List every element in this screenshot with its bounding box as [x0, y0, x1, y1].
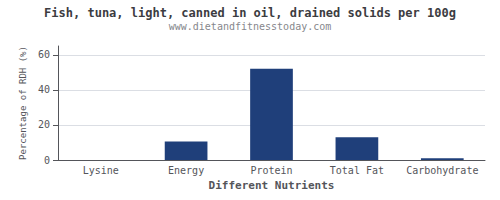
- svg-text:Percentage of RDH (%): Percentage of RDH (%): [18, 46, 28, 160]
- svg-text:Lysine: Lysine: [83, 165, 119, 176]
- svg-text:Total Fat: Total Fat: [330, 165, 384, 176]
- svg-text:Carbohydrate: Carbohydrate: [406, 165, 478, 176]
- svg-text:www.dietandfitnesstoday.com: www.dietandfitnesstoday.com: [169, 21, 332, 32]
- svg-text:0: 0: [44, 155, 50, 166]
- svg-text:Fish, tuna, light, canned in o: Fish, tuna, light, canned in oil, draine…: [44, 6, 456, 20]
- svg-text:Different Nutrients: Different Nutrients: [209, 179, 335, 192]
- svg-text:20: 20: [38, 119, 50, 130]
- svg-text:Protein: Protein: [250, 165, 292, 176]
- svg-text:60: 60: [38, 49, 50, 60]
- svg-text:Energy: Energy: [168, 165, 204, 176]
- svg-text:40: 40: [38, 84, 50, 95]
